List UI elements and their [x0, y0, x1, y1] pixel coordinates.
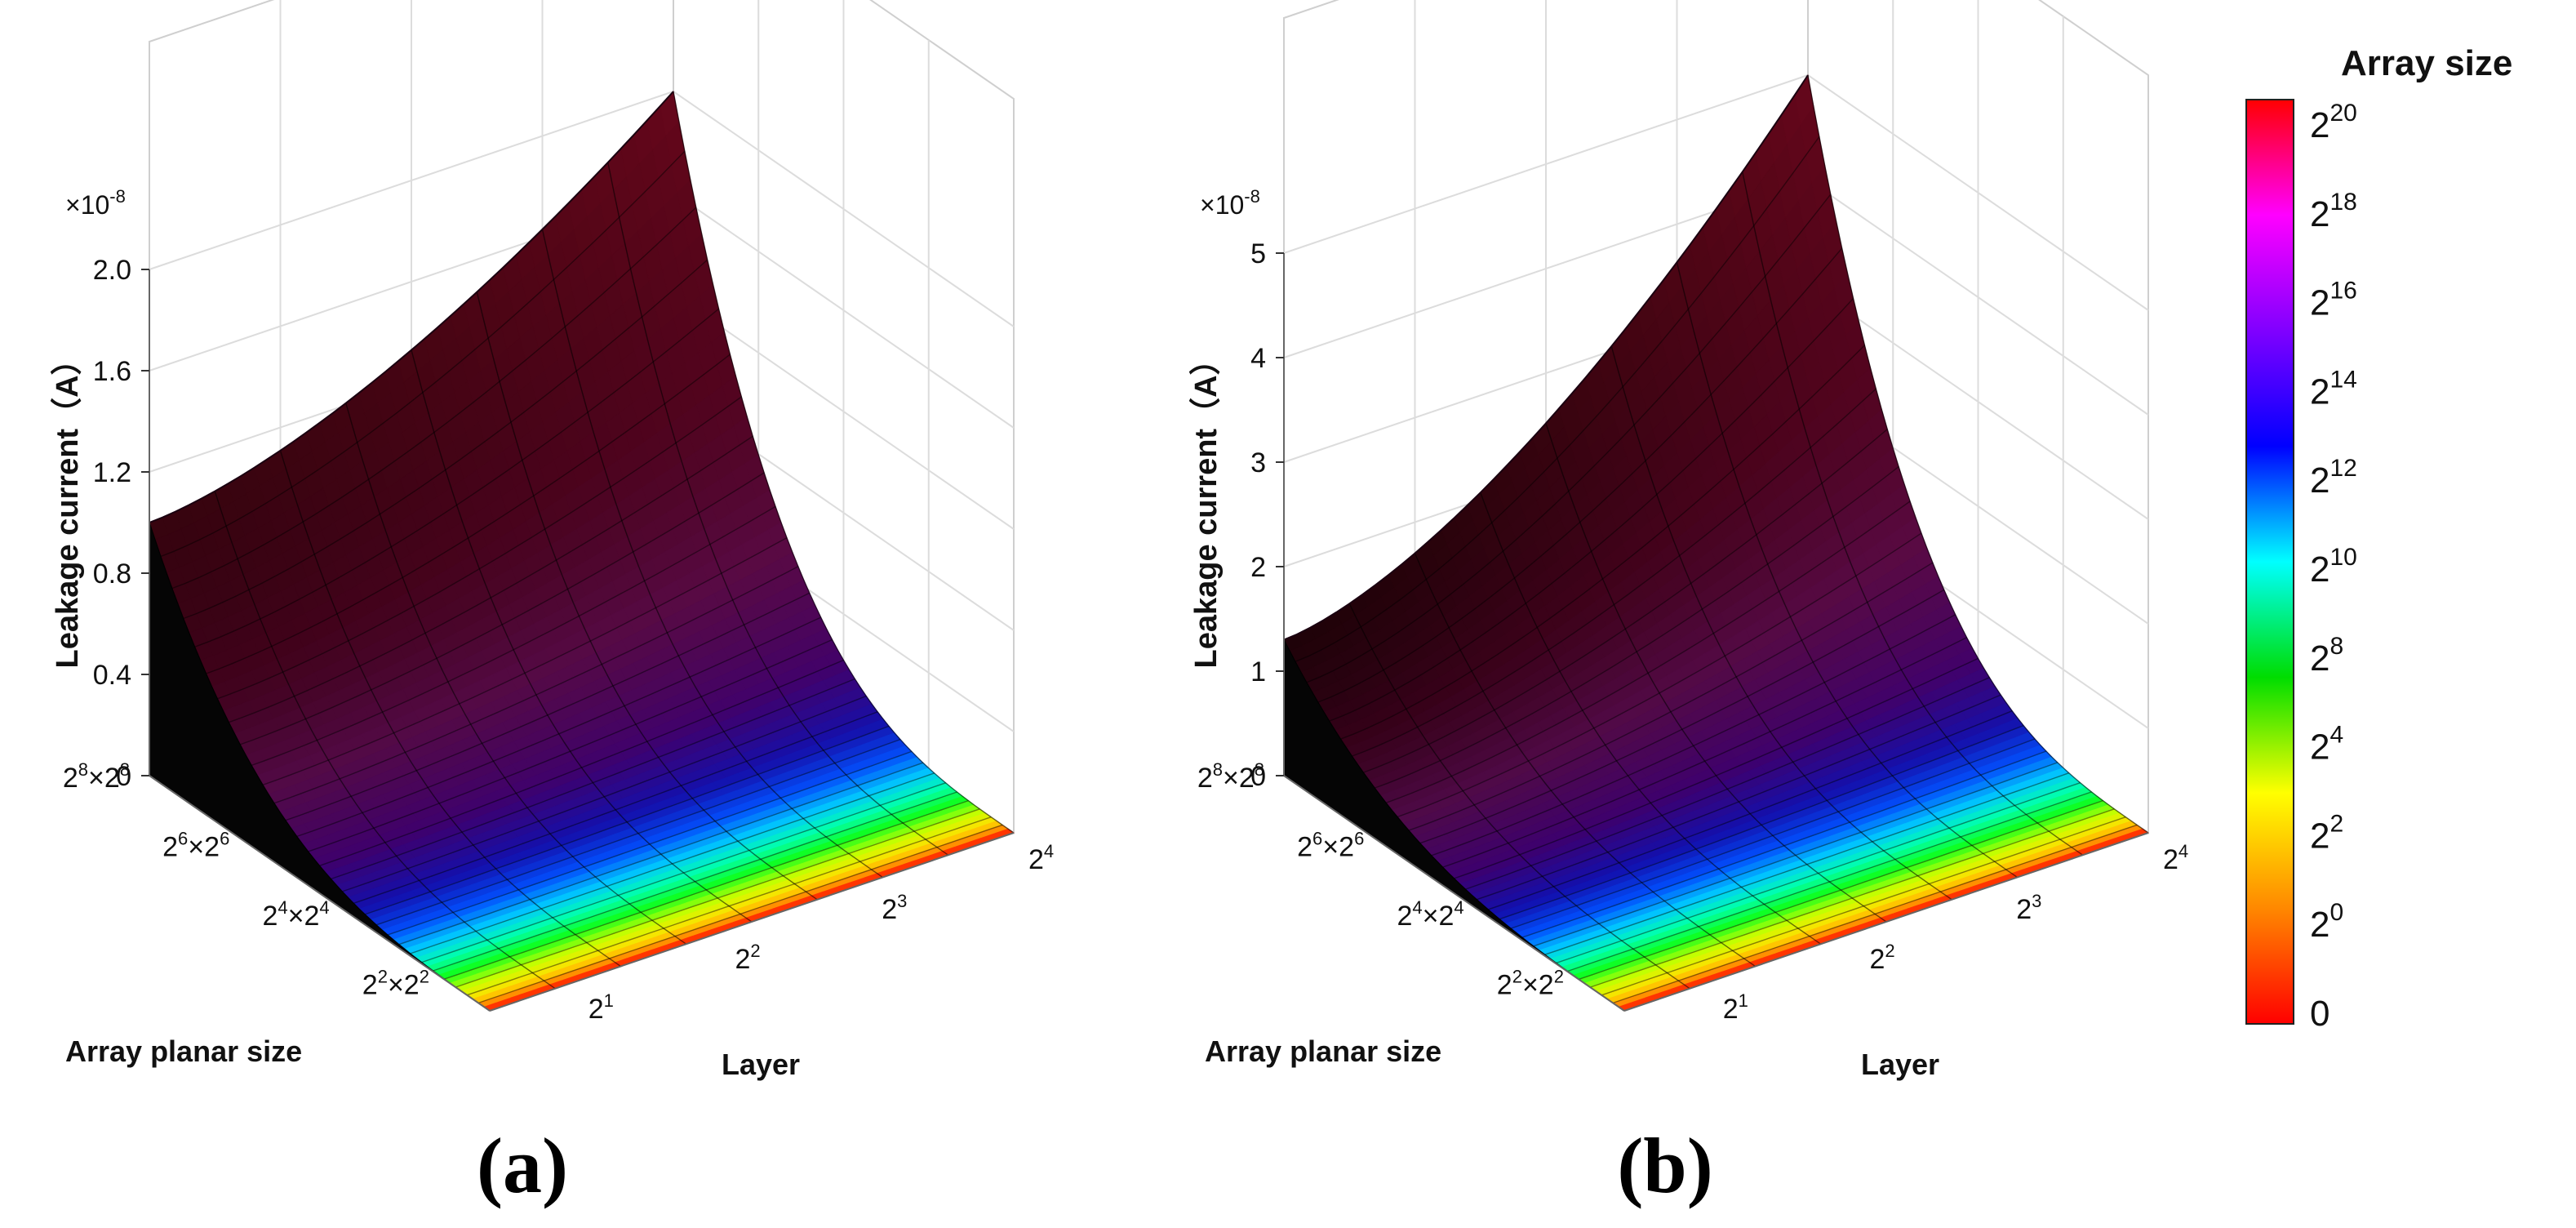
x-tick-label: 22×22 [1497, 966, 1564, 1000]
x-tick-label: 26×26 [162, 828, 229, 862]
panel-a-z-axis-label: Leakage current（A） [51, 344, 85, 668]
panel-a-y-axis-label: Layer [722, 1048, 800, 1081]
y-tick-label: 21 [588, 990, 614, 1025]
x-tick-label: 22×22 [362, 966, 429, 1000]
z-tick-label: 5 [1250, 238, 1266, 269]
z-tick-label: 4 [1250, 343, 1266, 374]
panel-a-x-axis-label: Array planar size [65, 1034, 302, 1068]
z-tick-label: 2.0 [93, 255, 131, 286]
z-tick-label: 0.4 [93, 660, 131, 691]
z-tick-label: 1 [1250, 656, 1266, 687]
x-tick-label: 24×24 [1397, 897, 1463, 932]
z-tick-label: 2 [1250, 552, 1266, 583]
y-tick-label: 24 [1028, 841, 1054, 875]
z-tick-label: 1.2 [93, 457, 131, 488]
y-tick-label: 24 [2163, 841, 2188, 875]
y-tick-label: 23 [2016, 891, 2041, 925]
y-tick-label: 22 [735, 941, 760, 975]
y-tick-label: 21 [1723, 990, 1748, 1025]
panel-b-exponent: ×10-8 [1200, 186, 1260, 220]
panel-a-surface [149, 91, 1015, 1012]
panel-a-exponent: ×10-8 [65, 186, 126, 220]
panel-b-z-axis-label: Leakage current（A） [1189, 344, 1224, 668]
x-tick-label: 28×28 [63, 759, 130, 794]
z-tick-label: 0.8 [93, 558, 131, 590]
x-tick-label: 28×28 [1197, 759, 1264, 794]
y-tick-label: 23 [882, 891, 907, 925]
x-tick-label: 26×26 [1297, 828, 1364, 862]
panel-a-z-ticks: 00.40.81.21.62.0 [93, 255, 150, 792]
y-tick-label: 22 [1869, 941, 1894, 975]
x-tick-label: 24×24 [262, 897, 329, 932]
z-tick-label: 3 [1250, 447, 1266, 478]
z-tick-label: 1.6 [93, 356, 131, 387]
panel-a-label: (a) [477, 1122, 568, 1209]
